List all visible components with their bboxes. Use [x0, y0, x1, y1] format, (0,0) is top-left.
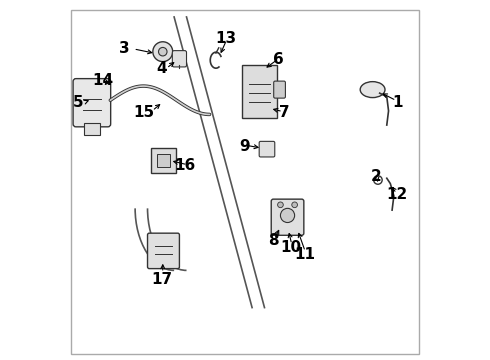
Text: 14: 14 — [93, 73, 114, 88]
Circle shape — [159, 48, 167, 56]
Text: 16: 16 — [174, 158, 196, 173]
FancyBboxPatch shape — [242, 65, 276, 118]
FancyBboxPatch shape — [157, 154, 170, 167]
Text: 17: 17 — [151, 272, 172, 287]
Text: 6: 6 — [273, 52, 284, 67]
FancyBboxPatch shape — [274, 81, 285, 98]
Circle shape — [278, 202, 283, 208]
Circle shape — [153, 42, 172, 62]
Text: 11: 11 — [295, 247, 316, 262]
Text: 5: 5 — [73, 95, 84, 109]
FancyBboxPatch shape — [271, 199, 304, 235]
Text: 2: 2 — [371, 169, 382, 184]
FancyBboxPatch shape — [172, 51, 187, 67]
Text: 12: 12 — [387, 187, 408, 202]
FancyBboxPatch shape — [151, 148, 175, 172]
Text: 15: 15 — [133, 105, 154, 120]
Text: 8: 8 — [268, 233, 279, 248]
Ellipse shape — [360, 82, 385, 98]
Text: 1: 1 — [392, 95, 403, 109]
FancyBboxPatch shape — [147, 233, 179, 269]
Text: 9: 9 — [240, 139, 250, 154]
Text: 13: 13 — [215, 31, 236, 46]
Text: 3: 3 — [119, 41, 130, 57]
Text: 4: 4 — [156, 61, 167, 76]
Circle shape — [280, 208, 294, 222]
Circle shape — [292, 202, 297, 208]
FancyBboxPatch shape — [84, 123, 99, 135]
Text: 10: 10 — [280, 240, 302, 255]
FancyBboxPatch shape — [259, 141, 275, 157]
FancyBboxPatch shape — [73, 78, 111, 127]
Text: 7: 7 — [279, 105, 289, 120]
